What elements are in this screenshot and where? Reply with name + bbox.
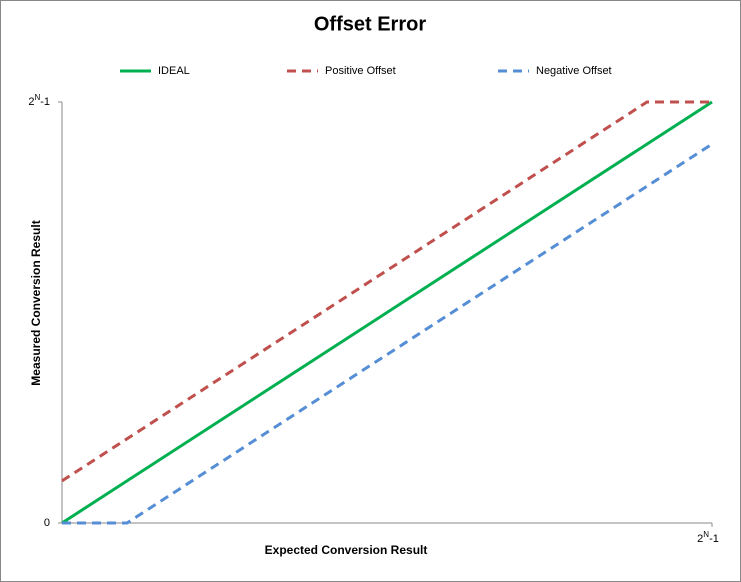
- line-series: [61, 100, 712, 483]
- x-tick-label: 2N-1: [697, 530, 719, 545]
- legend-label: Positive Offset: [325, 65, 396, 77]
- legend-label: IDEAL: [158, 65, 190, 77]
- legend-label: Negative Offset: [536, 65, 612, 77]
- y-axis-label: Measured Conversion Result: [29, 220, 43, 385]
- x-axis-label: Expected Conversion Result: [265, 543, 428, 557]
- line-series: [62, 142, 713, 525]
- y-tick-label: 0: [44, 517, 50, 529]
- line-series: [61, 100, 713, 525]
- y-tick-label: 2N-1: [28, 93, 50, 108]
- chart-title: Offset Error: [314, 13, 426, 35]
